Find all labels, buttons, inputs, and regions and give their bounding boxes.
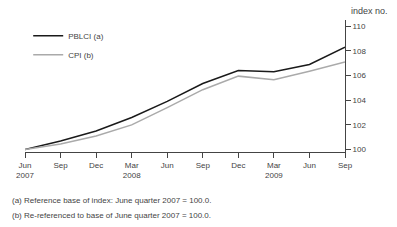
- svg-text:Dec: Dec: [89, 161, 103, 170]
- svg-text:(a) Reference base of index: J: (a) Reference base of index: June quarte…: [12, 196, 211, 205]
- svg-text:PBLCI (a): PBLCI (a): [68, 32, 103, 41]
- svg-text:Jun2007: Jun2007: [16, 161, 34, 180]
- svg-text:110: 110: [353, 22, 366, 31]
- svg-text:index no.: index no.: [351, 6, 388, 16]
- svg-text:106: 106: [353, 71, 367, 80]
- svg-text:104: 104: [353, 96, 367, 105]
- svg-text:Mar2009: Mar2009: [265, 161, 283, 180]
- svg-text:(b) Re-referenced to base of J: (b) Re-referenced to base of June quarte…: [12, 211, 211, 220]
- svg-text:Jun: Jun: [161, 161, 174, 170]
- svg-text:Sep: Sep: [338, 161, 353, 170]
- svg-text:Sep: Sep: [53, 161, 68, 170]
- svg-text:Sep: Sep: [196, 161, 211, 170]
- svg-text:Jun: Jun: [303, 161, 316, 170]
- svg-text:100: 100: [353, 145, 367, 154]
- svg-text:CPI (b): CPI (b): [68, 51, 94, 60]
- svg-text:108: 108: [353, 47, 367, 56]
- svg-text:102: 102: [353, 121, 367, 130]
- svg-text:Mar2008: Mar2008: [123, 161, 141, 180]
- svg-text:Dec: Dec: [231, 161, 245, 170]
